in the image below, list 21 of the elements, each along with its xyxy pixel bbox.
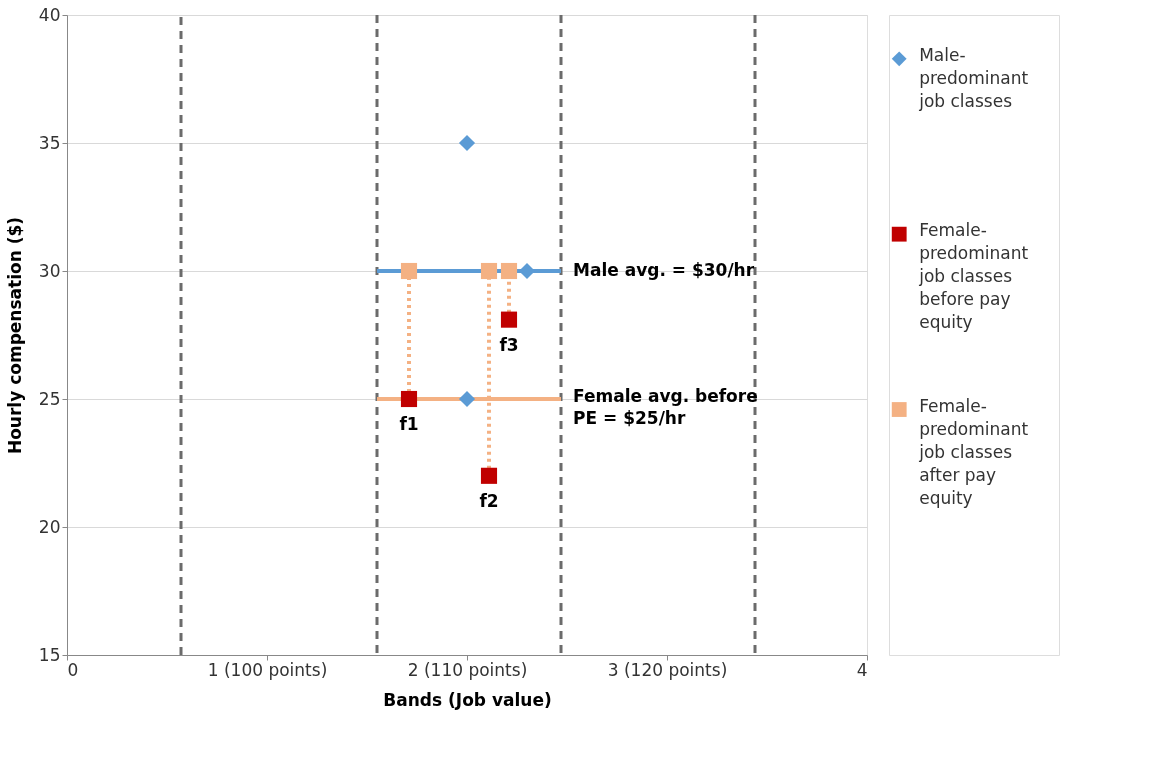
x-tick-label: 1 (100 points) (207, 659, 328, 680)
annotation: f1 (399, 414, 419, 434)
legend-label: Female-predominant job classes before pay equity (918, 220, 1029, 333)
annotation: Male avg. = $30/hr (573, 260, 755, 280)
x-tick-label: 0 (67, 659, 79, 680)
x-tick-label: 4 (856, 659, 868, 680)
x-axis-title: Bands (Job value) (383, 689, 552, 710)
y-tick-label: 30 (38, 260, 61, 281)
y-tick-label: 35 (38, 132, 61, 153)
y-tick-label: 40 (38, 4, 61, 25)
y-tick-label: 25 (38, 388, 61, 409)
annotation: Female avg. before PE = $25/hr (573, 386, 758, 428)
annotation: f3 (499, 334, 519, 355)
y-tick-label: 20 (38, 516, 61, 537)
x-tick-label: 2 (110 points) (407, 659, 528, 680)
x-tick-label: 3 (120 points) (607, 659, 728, 680)
y-tick-label: 15 (38, 644, 61, 665)
annotation: f2 (479, 490, 499, 511)
y-axis-title: Hourly compensation ($) (4, 216, 25, 455)
legend-label: Female-predominant job classes after pay equity (918, 395, 1029, 508)
legend-label: Male-predominant job classes (918, 44, 1029, 111)
